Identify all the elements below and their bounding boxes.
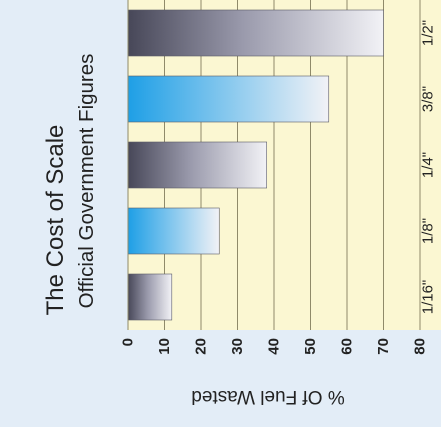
- value-tick-label: 30: [229, 338, 246, 355]
- bar-2: [127, 207, 220, 255]
- category-label: 1/2": [420, 20, 437, 46]
- value-tick-labels: 0 10 20 30 40 50 60 70 80: [120, 338, 429, 355]
- category-label: 3/8": [420, 86, 437, 112]
- category-labels: 1/16" 1/8" 1/4" 3/8" 1/2": [420, 20, 437, 314]
- bar-1: [127, 273, 173, 321]
- value-tick-label: 60: [339, 338, 356, 355]
- category-label: 1/16": [420, 280, 437, 315]
- value-tick-label: 20: [193, 338, 210, 355]
- value-tick-label: 50: [302, 338, 319, 355]
- value-tick-label: 40: [266, 338, 283, 355]
- value-tick-label: 10: [156, 338, 173, 355]
- bar-3: [127, 141, 267, 189]
- category-label: 1/4": [420, 152, 437, 178]
- bar-5: [127, 9, 384, 57]
- value-axis-title: % Of Fuel Wasted: [191, 386, 344, 407]
- chart-subtitle: Official Government Figures: [75, 54, 98, 309]
- category-label: 1/8": [420, 218, 437, 244]
- chart-title: The Cost of Scale: [42, 125, 69, 316]
- value-tick-label: 70: [375, 338, 392, 355]
- value-tick-label: 0: [120, 338, 137, 346]
- bar-4: [127, 75, 330, 123]
- value-tick-label: 80: [412, 338, 429, 355]
